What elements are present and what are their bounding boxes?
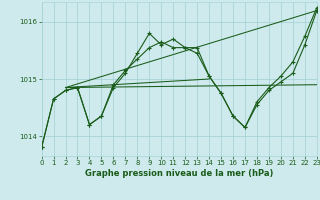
X-axis label: Graphe pression niveau de la mer (hPa): Graphe pression niveau de la mer (hPa) [85,169,273,178]
